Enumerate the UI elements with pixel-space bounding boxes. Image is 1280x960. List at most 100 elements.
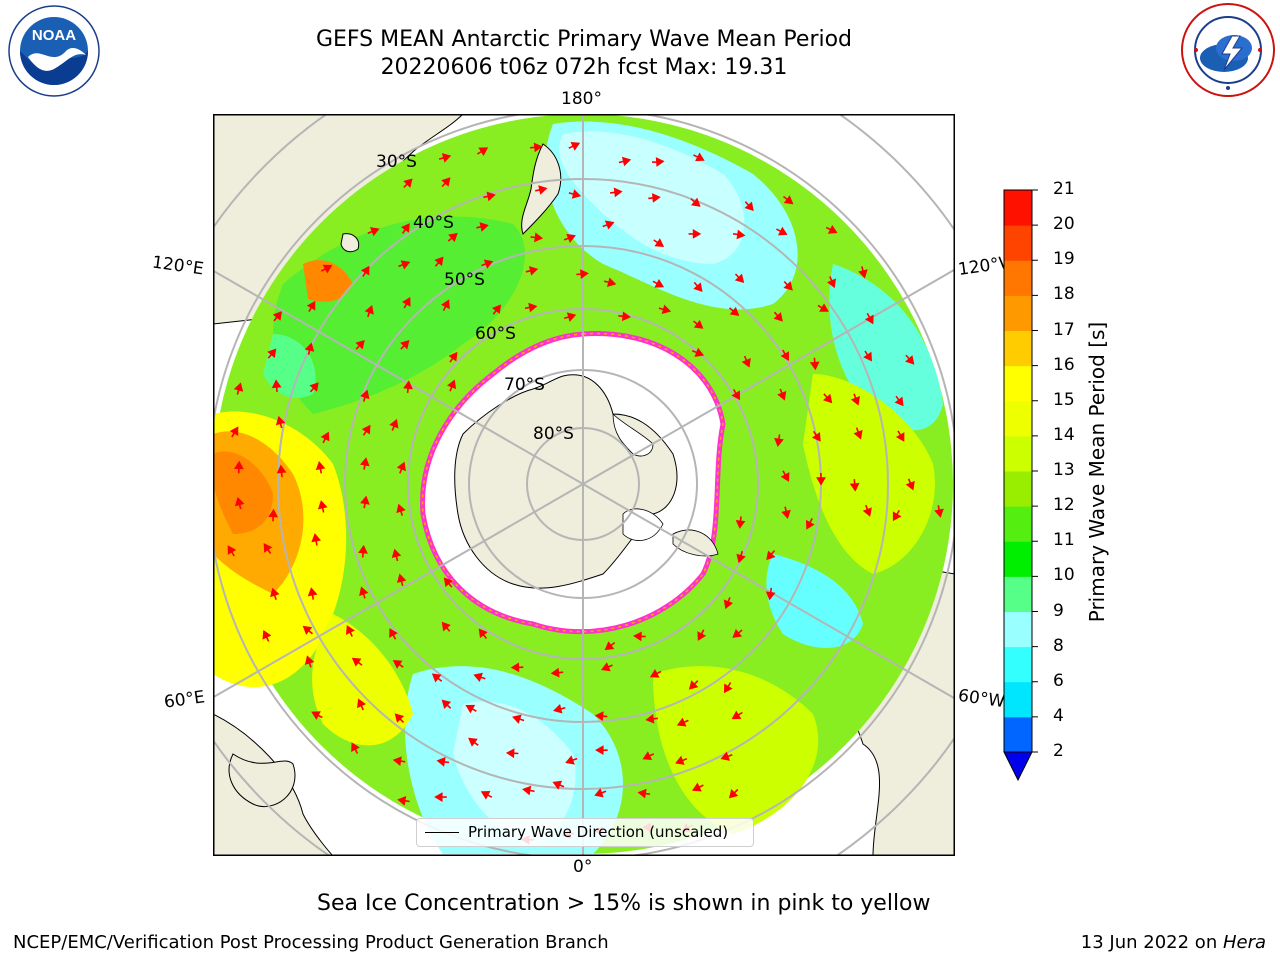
colorbar-tick-label: 15 [1053, 389, 1075, 410]
lat-label-50s: 50°S [444, 270, 485, 290]
wave-direction-arrow [602, 220, 615, 230]
wave-direction-arrow [443, 577, 453, 588]
wave-direction-arrow [351, 742, 360, 754]
colorbar-tick-label: 9 [1053, 600, 1064, 621]
wave-direction-arrow [320, 264, 333, 274]
wave-direction-arrow [360, 495, 370, 509]
wave-direction-arrow [307, 587, 318, 600]
wave-direction-arrow [441, 299, 450, 312]
wave-direction-arrow [311, 533, 322, 546]
wave-direction-arrow [473, 672, 486, 682]
nws-logo [1181, 3, 1275, 97]
map-frame [213, 114, 955, 856]
colorbar-tick-label: 10 [1053, 565, 1075, 586]
graticule [213, 114, 955, 856]
wave-direction-arrow [351, 657, 363, 667]
wave-direction-arrow [693, 281, 703, 292]
colorbar-tick-label: 12 [1053, 495, 1075, 516]
colorbar-tick-label: 6 [1053, 670, 1064, 691]
lon-label-60e: 60°E [162, 687, 207, 713]
wave-direction-arrow [229, 426, 239, 438]
wave-direction-arrow [403, 380, 413, 393]
legend-label: Primary Wave Direction (unscaled) [468, 823, 729, 841]
wave-direction-arrow [690, 197, 701, 207]
wave-direction-arrow [618, 156, 632, 167]
wave-direction-arrow [234, 496, 245, 510]
wave-direction-arrow [895, 430, 905, 442]
wave-direction-arrow [360, 457, 370, 470]
wave-direction-arrow [905, 478, 915, 491]
wave-direction-arrow [688, 680, 699, 690]
lat-label-70s: 70°S [504, 375, 545, 395]
wave-direction-arrow [401, 223, 410, 234]
lat-label-30s: 30°S [376, 152, 417, 172]
wave-direction-arrow [448, 351, 458, 363]
wave-direction-arrow [476, 222, 489, 232]
footer-credit: NCEP/EMC/Verification Post Processing Pr… [13, 932, 609, 953]
wave-direction-arrow [311, 711, 323, 720]
colorbar-swatch [1004, 611, 1032, 648]
wave-direction-arrow [480, 790, 493, 800]
wave-direction-arrow [355, 339, 365, 350]
wave-direction-arrow [783, 280, 793, 291]
wave-direction-arrow [604, 641, 616, 651]
wave-direction-arrow [320, 431, 330, 444]
colorbar-tick-label: 20 [1053, 214, 1075, 235]
wave-direction-arrow [723, 597, 734, 610]
wave-direction-arrow [268, 508, 279, 522]
wave-direction-arrow [658, 304, 672, 315]
map-legend: Primary Wave Direction (unscaled) [416, 818, 754, 847]
wave-direction-arrow [732, 229, 746, 240]
wave-direction-arrow [364, 304, 374, 318]
colorbar-tick-label: 11 [1053, 530, 1075, 551]
colorbar-swatch [1004, 295, 1032, 331]
colorbar-tick-label: 17 [1053, 319, 1075, 340]
wave-direction-arrow [359, 586, 369, 599]
wave-direction-arrow [766, 550, 776, 561]
wave-direction-arrow [568, 189, 582, 199]
wave-direction-arrow [809, 357, 820, 371]
wave-direction-arrow [732, 628, 743, 638]
wave-direction-arrow [744, 201, 754, 212]
wave-direction-arrow [345, 625, 355, 637]
wave-direction-arrow [441, 699, 452, 709]
wave-direction-arrow [735, 516, 746, 529]
wave-direction-arrow [309, 382, 319, 393]
wave-direction-arrow [688, 229, 702, 239]
wave-direction-arrow [397, 796, 410, 806]
wave-direction-arrow [774, 434, 784, 447]
wave-direction-arrow [811, 430, 821, 442]
wave-direction-arrow [905, 354, 915, 365]
wave-direction-arrow [765, 587, 776, 601]
wave-direction-arrow [894, 395, 904, 407]
colorbar-swatch [1004, 576, 1032, 612]
wave-direction-arrow [360, 389, 370, 402]
colorbar-swatch [1004, 506, 1032, 542]
wave-direction-arrow [827, 276, 836, 289]
wave-direction-arrow [505, 748, 519, 759]
wave-direction-arrow [361, 424, 371, 436]
wave-direction-arrow [618, 311, 631, 322]
colorbar-tick-label: 21 [1053, 179, 1075, 199]
lon-label-60w: 60°W [956, 685, 1007, 713]
wave-direction-arrow [510, 662, 524, 673]
wave-direction-arrow [304, 342, 315, 355]
colorbar [1003, 189, 1038, 782]
wave-direction-arrow [601, 662, 613, 672]
wave-direction-arrow [568, 142, 581, 151]
wave-direction-arrow [776, 226, 788, 236]
wave-direction-arrow [436, 757, 450, 767]
wave-direction-arrow [565, 755, 578, 765]
wave-direction-arrow [357, 698, 366, 711]
wave-direction-arrow [736, 550, 746, 564]
colorbar-tick-label: 16 [1053, 354, 1075, 375]
wave-direction-arrow [481, 259, 494, 269]
wave-direction-arrow [360, 265, 370, 277]
wave-direction-arrow [392, 660, 404, 669]
wave-direction-arrow [723, 682, 733, 694]
wave-direction-arrow [402, 296, 411, 309]
wave-direction-arrow [731, 388, 741, 401]
wave-direction-arrow [358, 544, 368, 558]
wave-direction-arrow [693, 319, 704, 329]
wave-direction-arrow [392, 756, 406, 766]
